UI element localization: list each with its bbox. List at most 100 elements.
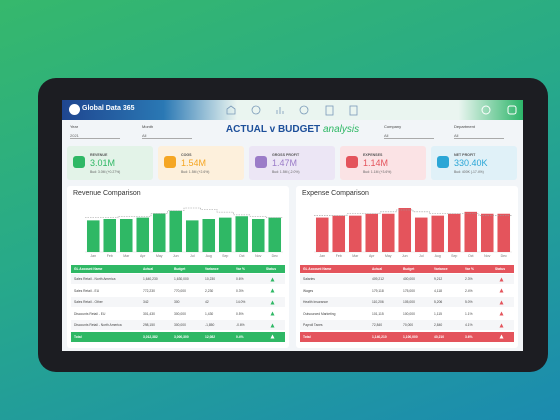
table-cell: 179,118 — [372, 288, 384, 293]
comparison-chart: Jan Feb Mar Apr May Jun Jul Aug Sep Oct Nov Dec — [314, 208, 512, 258]
logo — [69, 104, 80, 115]
filter-label: Company — [384, 124, 402, 129]
panel: Revenue Comparison Jan Feb Mar Apr May Jun Jul A… — [67, 186, 289, 348]
actual-bar — [202, 219, 216, 252]
actual-bar — [365, 213, 379, 252]
table-cell: 2.3% — [465, 277, 473, 281]
column-header: Variance — [205, 267, 219, 271]
table-row — [300, 320, 514, 330]
actual-bar — [332, 215, 346, 252]
status-arrow — [270, 323, 275, 327]
table-cell: 0.5% — [236, 311, 244, 316]
table-cell: 1,630,000 — [174, 277, 189, 281]
table-cell: 300 — [174, 300, 180, 304]
filter-dropdown[interactable]: All — [454, 133, 504, 139]
month-label: Jun — [402, 254, 408, 258]
kpi-label: EXPENSES — [363, 153, 383, 157]
month-label: Jul — [190, 254, 195, 258]
table-cell: Total — [303, 334, 311, 339]
filter-label: Month — [142, 124, 154, 129]
status-icon — [499, 311, 504, 316]
table-cell: Sales Retail - Other — [74, 300, 103, 304]
table-cell: 400,000 — [403, 277, 415, 281]
status-arrow — [499, 311, 504, 316]
table-cell: Wages — [303, 288, 314, 293]
table-cell: 772,230 — [143, 288, 155, 293]
table-row — [71, 285, 285, 296]
month-label: Aug — [206, 254, 212, 258]
table-cell: Salaries — [303, 277, 315, 281]
actual-bar — [497, 213, 511, 252]
status-arrow — [499, 288, 504, 293]
month-label: Mar — [352, 254, 359, 258]
column-header: Status — [495, 267, 506, 271]
actual-bar — [169, 210, 183, 252]
table-row — [300, 297, 514, 307]
kpi-value: 1.14M — [363, 158, 389, 168]
kpi-budget: Bud: 400K (-17.4%) — [454, 170, 484, 174]
filter-dropdown[interactable]: All — [384, 133, 434, 139]
kpi-icon — [73, 156, 85, 168]
kpi-budget: Bud: 1.5M (-2.0%) — [272, 170, 300, 174]
table-cell: 1.1% — [465, 311, 473, 316]
status-icon — [499, 277, 504, 281]
status-arrow — [270, 277, 275, 281]
column-header: Actual — [143, 267, 154, 271]
total-row — [71, 331, 285, 342]
table-header-row — [300, 265, 514, 273]
actual-bar — [348, 215, 362, 252]
table-cell: 0.6% — [236, 277, 244, 281]
month-label: Nov — [484, 254, 490, 258]
kpi-budget: Bud: 3.0M (+0.27%) — [90, 170, 121, 174]
kpi-icon — [437, 156, 449, 168]
actual-bar — [119, 219, 133, 252]
total-row — [300, 331, 514, 342]
title-accent: analysis — [322, 124, 360, 135]
month-label: Feb — [336, 254, 342, 258]
data-table: GL Account Name Actual Budget Variance Var %… — [71, 265, 285, 345]
actual-bar — [381, 213, 395, 252]
table-cell: 4.1% — [465, 323, 473, 327]
month-label: Dec — [272, 254, 278, 258]
table-cell: 42 — [205, 300, 209, 304]
table-cell: 2,230 — [205, 288, 214, 293]
table-cell: -0.6% — [236, 323, 245, 327]
status-icon — [270, 277, 275, 281]
table-row — [71, 308, 285, 319]
column-header: Budget — [174, 267, 186, 271]
table-cell: Sales Retail - North America — [74, 277, 116, 281]
table-row — [71, 320, 285, 330]
dashboard-title: ACTUAL v BUDGET analysis — [62, 124, 523, 135]
table-cell: Total — [74, 334, 82, 339]
month-label: Apr — [140, 254, 146, 258]
status-arrow — [270, 334, 275, 339]
kpi-card: EXPENSES 1.14M Bud: 1.1M (+3.6%) — [340, 146, 426, 180]
filter-dropdown[interactable]: All — [142, 133, 192, 139]
status-arrow — [499, 300, 504, 304]
kpi-card: REVENUE 3.01M Bud: 3.0M (+0.27%) — [67, 146, 153, 180]
status-arrow — [270, 300, 275, 304]
actual-bar — [86, 220, 100, 252]
header-bar: Global Data 365 — [62, 100, 523, 120]
actual-bar — [235, 216, 249, 252]
table-cell: 770,000 — [174, 288, 186, 293]
month-label: Mar — [123, 254, 130, 258]
table-cell: 175,000 — [403, 288, 415, 293]
table-cell: 300,000 — [174, 311, 186, 316]
kpi-budget: Bud: 1.1M (+3.6%) — [363, 170, 392, 174]
status-icon — [499, 288, 504, 293]
budget-line — [85, 207, 283, 218]
header-actions[interactable] — [480, 104, 520, 116]
status-icon — [270, 334, 275, 339]
column-header: Actual — [372, 267, 383, 271]
status-icon — [499, 334, 504, 339]
table-cell: 12,082 — [205, 334, 216, 339]
month-label: Aug — [435, 254, 441, 258]
filter-dropdown[interactable]: 2021 — [70, 133, 120, 139]
table-cell: 101,115 — [372, 311, 384, 316]
kpi-budget: Bud: 1.5M (+2.6%) — [181, 170, 210, 174]
kpi-label: GROSS PROFIT — [272, 153, 300, 157]
month-label: Nov — [255, 254, 261, 258]
status-arrow — [499, 334, 504, 339]
kpi-icon — [346, 156, 358, 168]
